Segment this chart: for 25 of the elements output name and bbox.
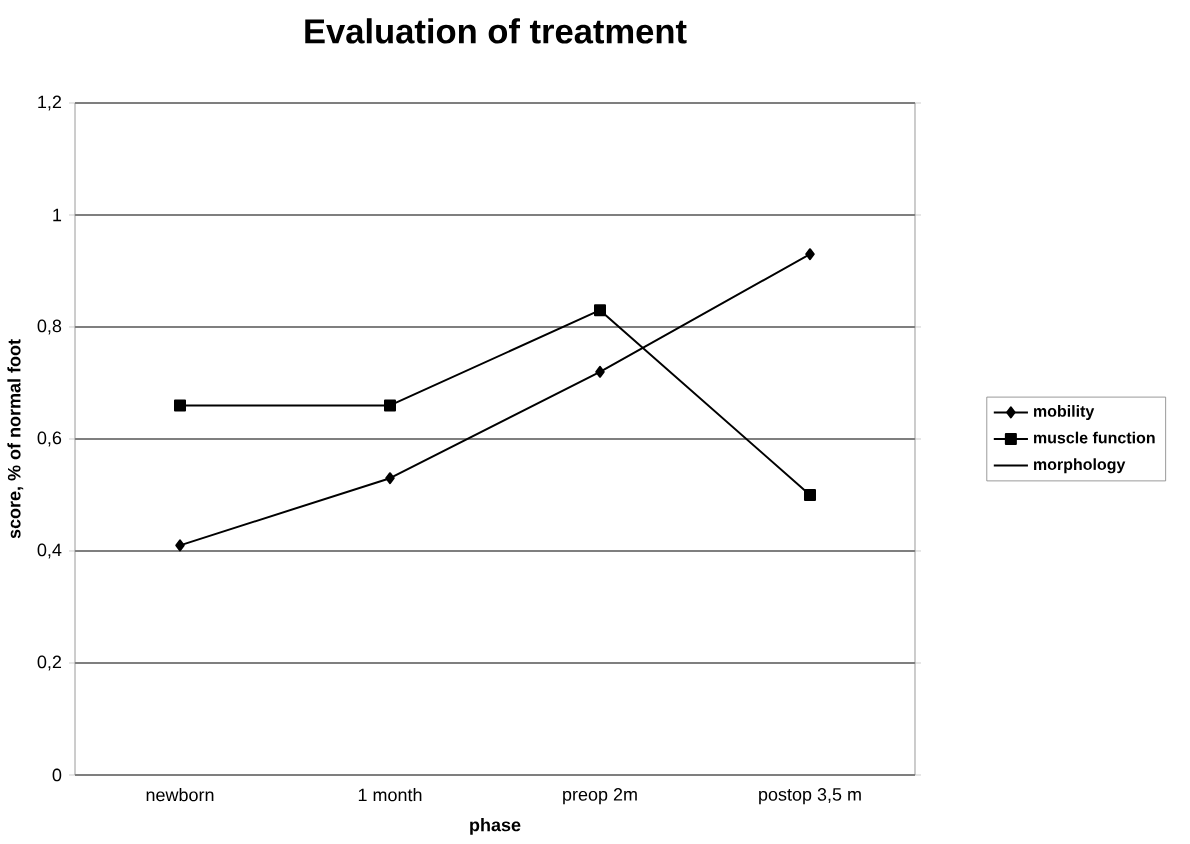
point — [595, 365, 605, 378]
point — [385, 472, 395, 485]
y-tick-label: 0,2 — [37, 655, 62, 671]
chart-title: Evaluation of treatment — [305, 18, 687, 44]
point — [174, 399, 186, 412]
point — [803, 488, 816, 501]
point — [384, 399, 396, 412]
y-axis-title: score, % of normal foot — [7, 339, 24, 539]
legend-label: muscle function — [1034, 431, 1155, 444]
x-tick-label: 1 month — [358, 788, 422, 802]
y-tick-label: 0 — [52, 768, 62, 782]
x-axis-title: phase — [470, 818, 521, 835]
y-tick-label: 0,6 — [37, 431, 62, 447]
legend-label: mobility — [1034, 405, 1095, 421]
legend-label: morphology — [1034, 458, 1126, 474]
point — [594, 304, 606, 317]
y-tick-label: 0,4 — [37, 543, 62, 559]
x-tick-label: postop 3,5 m — [759, 788, 861, 805]
y-tick-label: 1,2 — [38, 95, 62, 111]
point — [175, 539, 185, 552]
x-tick-label: newborn — [146, 788, 214, 802]
x-tick-label: preop 2m — [563, 788, 637, 805]
y-tick-label: 0,8 — [37, 319, 62, 335]
point — [805, 248, 815, 261]
y-tick-label: 1 — [53, 208, 62, 222]
